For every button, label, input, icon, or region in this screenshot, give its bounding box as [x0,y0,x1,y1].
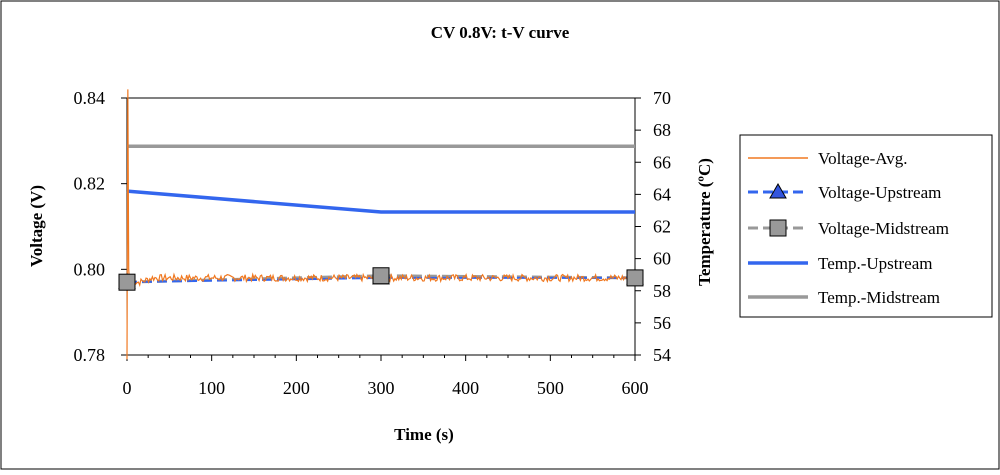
x-tick-label: 600 [622,378,649,398]
y2-tick-label: 68 [653,120,671,140]
chart-title: CV 0.8V: t-V curve [431,23,570,42]
y-tick-label: 0.80 [74,259,106,279]
legend: Voltage-Avg. Voltage-Upstream Voltage-Mids… [739,134,993,318]
x-tick-label: 200 [283,378,310,398]
y-tick-label: 0.84 [74,88,106,108]
legend-marker-triangle [769,182,787,199]
y-tick-label: 0.82 [74,174,106,194]
y2-axis-title: Temperature (ºC) [695,158,714,286]
legend-label: Voltage-Avg. [818,149,908,168]
y-tick-label: 0.78 [74,345,106,365]
legend-marker-square [769,219,787,237]
x-tick-label: 300 [368,378,395,398]
y2-tick-label: 64 [653,184,671,204]
y2-tick-label: 54 [653,345,671,365]
y2-tick-label: 70 [653,88,671,108]
marker-voltage-midstream [118,273,136,291]
x-tick-label: 400 [452,378,479,398]
x-tick-label: 500 [537,378,564,398]
x-tick-label: 100 [198,378,225,398]
marker-voltage-midstream [626,269,644,287]
y-axis-title: Voltage (V) [27,185,46,267]
series-line-voltage-upstream [126,276,635,284]
legend-label: Temp.-Upstream [818,254,932,273]
legend-label: Voltage-Midstream [818,219,949,238]
y2-tick-label: 60 [653,249,671,269]
series-line-temp-upstream [126,189,635,214]
y2-tick-label: 66 [653,152,671,172]
legend-label: Temp.-Midstream [818,288,940,307]
y2-tick-label: 62 [653,217,671,237]
legend-label: Voltage-Upstream [818,183,941,202]
y2-tick-label: 56 [653,313,671,333]
plot-area: 0 100 200 300 400 500 600 0.78 0.80 0.82 0.84 54 56 5… [74,88,672,398]
y2-tick-label: 58 [653,281,671,301]
x-tick-label: 0 [123,378,132,398]
x-axis-title: Time (s) [394,425,454,444]
marker-voltage-midstream [372,267,390,285]
